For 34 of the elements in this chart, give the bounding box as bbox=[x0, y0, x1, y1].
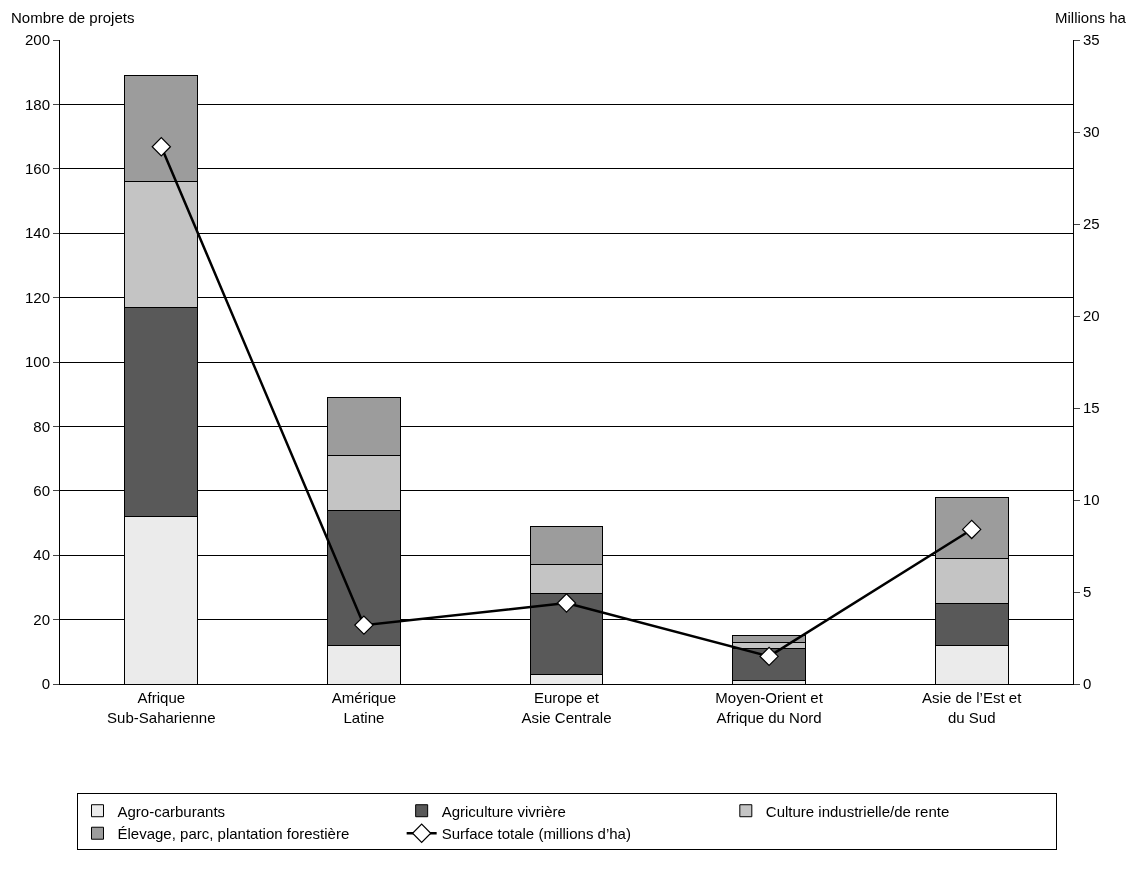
y2-tick-label: 10 bbox=[1083, 491, 1100, 509]
y-tick-label: 120 bbox=[24, 288, 50, 306]
point bbox=[556, 593, 577, 613]
point bbox=[151, 137, 171, 157]
y2-tick-label: 5 bbox=[1083, 583, 1092, 601]
legend-label: Agro-carburants bbox=[117, 802, 226, 820]
legend-label: Élevage, parc, plantation forestière bbox=[117, 825, 350, 843]
legend-label: Surface totale (millions d’ha) bbox=[441, 825, 631, 843]
y2-tick-label: 0 bbox=[1083, 675, 1092, 693]
y-tick-label: 100 bbox=[24, 353, 50, 371]
y-tick-label: 180 bbox=[24, 95, 50, 113]
y-tick-label: 0 bbox=[41, 675, 50, 693]
y2-tick-label: 25 bbox=[1083, 215, 1100, 233]
y-tick-label: 60 bbox=[33, 482, 50, 500]
x-tick-label: Moyen-Orient et Afrique du Nord bbox=[715, 689, 824, 726]
y2-axis-title: Millions ha bbox=[1055, 9, 1127, 26]
y-axis-title: Nombre de projets bbox=[11, 9, 135, 26]
y2-tick-label: 35 bbox=[1083, 31, 1100, 49]
x-tick-label: Amérique Latine bbox=[331, 689, 396, 726]
y-tick-label: 140 bbox=[24, 224, 50, 242]
y-tick-label: 160 bbox=[24, 160, 50, 178]
y-tick-label: 20 bbox=[33, 610, 50, 628]
y2-tick-label: 20 bbox=[1083, 307, 1100, 325]
legend-label: Agriculture vivrière bbox=[441, 802, 566, 820]
x-tick-label: Europe et Asie Centrale bbox=[521, 689, 612, 726]
y2-tick-label: 15 bbox=[1083, 399, 1100, 417]
x-tick-label: Afrique Sub-Saharienne bbox=[107, 689, 216, 726]
y-tick-label: 80 bbox=[33, 417, 50, 435]
x-tick-label: Asie de l’Est et du Sud bbox=[922, 689, 1023, 726]
y-tick-label: 200 bbox=[24, 31, 50, 49]
legend-label: Culture industrielle/de rente bbox=[765, 802, 950, 820]
y-tick-label: 40 bbox=[33, 546, 50, 564]
y2-tick-label: 30 bbox=[1083, 123, 1100, 141]
point bbox=[354, 615, 374, 635]
